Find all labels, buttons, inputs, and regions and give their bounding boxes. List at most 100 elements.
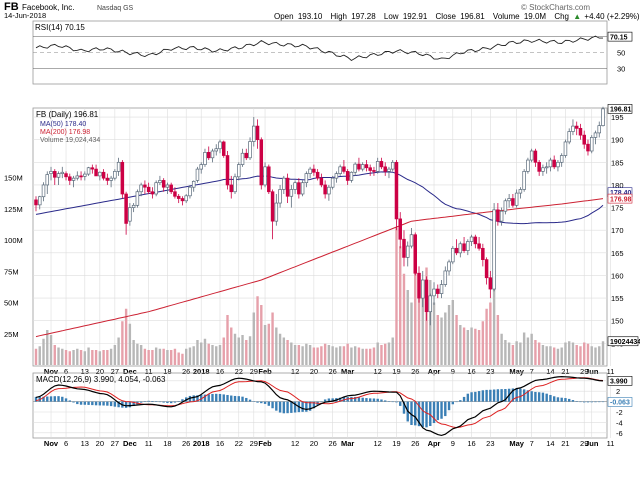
macd-hist-bar [579, 401, 582, 403]
volume-bar [320, 346, 323, 365]
volume-legend: Volume 19,024,434 [40, 137, 100, 144]
chg-label: Chg [554, 12, 569, 21]
candle-body [589, 137, 594, 152]
candle-body [394, 161, 399, 220]
macd-date-label: 13 [81, 439, 89, 448]
volume-last-tag-box [607, 336, 639, 347]
candle-body [45, 174, 50, 186]
macd-hist-bar [154, 401, 158, 402]
macd-date-label: Jun [585, 439, 599, 448]
volume-bar [38, 346, 41, 365]
macd-date-label: 11 [607, 439, 615, 448]
candle-body [443, 270, 448, 285]
macd-hist-bar [286, 401, 289, 414]
candle-body [387, 168, 391, 172]
price-date-label: 16 [467, 367, 475, 376]
candle-body [488, 277, 493, 290]
candle-body [432, 288, 436, 297]
volume-bar [474, 328, 477, 365]
macd-hist-bar [94, 401, 98, 406]
volume-bar [402, 273, 406, 365]
volume-bar [109, 348, 113, 365]
candle-body [282, 177, 286, 190]
candle-body [237, 164, 241, 178]
macd-hist-bar [320, 401, 323, 403]
candle-body [255, 125, 260, 141]
volume-bar [308, 345, 312, 365]
volume-bar [196, 340, 199, 365]
candle-body [466, 241, 470, 251]
candle-body [221, 141, 226, 156]
price-date-label: May [509, 367, 524, 376]
volume-bar [72, 350, 75, 365]
candle-body [439, 284, 444, 294]
candle-body [462, 243, 466, 251]
volume-bar [106, 350, 109, 365]
close-value: 196.81 [460, 12, 485, 21]
high-value: 197.28 [351, 12, 376, 21]
macd-hist-bar [399, 401, 402, 406]
volume-bar [102, 350, 105, 365]
macd-hist-bar [410, 401, 413, 425]
candle-body [559, 155, 564, 163]
volume-bar [432, 302, 436, 365]
open-label: Open [274, 12, 294, 21]
candle-body [593, 132, 598, 138]
macd-hist-bar [432, 401, 436, 424]
macd-hist-bar [207, 394, 210, 402]
rsi-tick-label: 50 [617, 49, 625, 58]
macd-hist-bar [451, 401, 455, 405]
macd-date-label: 14 [546, 439, 554, 448]
macd-hist-bar [421, 401, 424, 427]
candle-body [563, 141, 568, 156]
macd-hist-bar [575, 401, 578, 402]
candle-body [327, 186, 331, 195]
candle-body [578, 128, 583, 136]
volume-bar [571, 342, 575, 365]
watermark: © StockCharts.com [521, 3, 590, 12]
candle-body [86, 167, 91, 175]
macd-date-label: 29 [250, 439, 258, 448]
volume-bar [184, 348, 188, 365]
macd-hist-bar [290, 401, 293, 413]
candle-body [60, 171, 65, 174]
candle-body [128, 207, 132, 222]
candle-body [375, 161, 380, 172]
macd-hist-bar [470, 392, 473, 402]
candle-body [503, 200, 508, 212]
macd-hist-bar [61, 396, 64, 402]
macd-hist-bar [113, 401, 117, 407]
volume-bar [79, 350, 83, 365]
close-label: Close [436, 12, 457, 21]
candle-body [315, 171, 320, 179]
macd-title: MACD(12,26,9) 3.990, 4.054, -0.063 [36, 375, 166, 384]
macd-hist-bar [305, 401, 308, 412]
candle-body [360, 164, 365, 170]
macd-hist-bar [83, 401, 87, 405]
candle-body [297, 182, 301, 195]
candle-body [323, 184, 327, 195]
volume-bar [200, 342, 203, 365]
macd-hist-bar [395, 401, 398, 403]
volume-bar [500, 333, 503, 365]
ma200-legend: MA(200) 176.98 [40, 129, 90, 136]
candle-body [113, 171, 117, 179]
volume-bar [368, 348, 372, 365]
rsi-current-label: 70.15 [610, 34, 628, 41]
volume-bar [282, 337, 286, 365]
macd-hist-bar [504, 388, 507, 402]
volume-bar [451, 300, 455, 365]
volume-bar [338, 346, 342, 365]
candle-body [150, 191, 155, 195]
volume-bar [278, 333, 282, 365]
macd-date-label: 26 [328, 439, 336, 448]
macd-hist-bar [275, 401, 278, 411]
macd-hist-bar [34, 396, 38, 402]
macd-hist-bar [462, 396, 466, 402]
volume-bar [410, 302, 413, 365]
candle-body [477, 243, 481, 249]
volume-bar [560, 347, 563, 365]
macd-hist-bar [301, 401, 304, 412]
macd-hist-bar [203, 394, 207, 402]
candle-body [447, 261, 451, 272]
